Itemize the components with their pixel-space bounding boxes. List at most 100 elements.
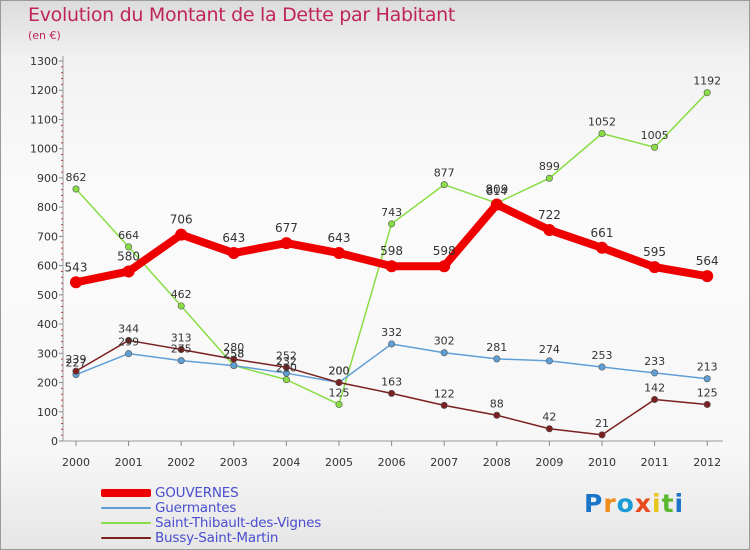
data-label: 899 [539,160,560,173]
x-tick-label: 2001 [115,456,143,469]
x-tick-label: 2006 [378,456,406,469]
data-point [545,357,553,365]
data-label: 643 [222,231,245,245]
legend-swatch [101,537,151,539]
data-point [703,400,711,408]
data-label: 580 [117,249,140,263]
data-point [72,185,80,193]
data-label: 743 [381,206,402,219]
y-tick-label: 0 [51,435,58,448]
data-point [543,223,556,236]
data-label: 299 [118,336,139,349]
data-point [493,355,501,363]
data-point [72,367,80,375]
chart-title: Evolution du Montant de la Dette par Hab… [28,4,456,26]
data-point [227,247,240,260]
data-label: 862 [66,171,87,184]
data-label: 722 [538,208,561,222]
y-tick-label: 1300 [30,55,58,68]
data-point [651,369,659,377]
data-label: 598 [380,244,403,258]
data-label: 280 [223,341,244,354]
data-point [335,400,343,408]
data-point [703,375,711,383]
x-tick-label: 2005 [325,456,353,469]
y-tick-label: 800 [37,201,58,214]
y-tick-label: 1200 [30,84,58,97]
y-tick-label: 1000 [30,143,58,156]
data-label: 232 [276,355,297,368]
data-point [545,174,553,182]
logo-letter: i [652,489,662,518]
data-point [388,340,396,348]
legend-swatch [101,507,151,509]
data-label: 125 [697,386,718,399]
data-label: 88 [490,397,504,410]
y-tick-label: 900 [37,172,58,185]
data-label: 706 [170,213,193,227]
logo-letter: x [634,489,652,518]
data-label: 200 [329,365,350,378]
x-tick-label: 2002 [167,456,195,469]
data-label: 661 [591,226,614,240]
data-label: 200 [329,365,350,378]
data-label: 281 [486,341,507,354]
data-label: 21 [595,417,609,430]
x-tick-label: 2012 [693,456,721,469]
data-point [335,379,343,387]
y-tick-label: 200 [37,377,58,390]
data-label: 313 [171,332,192,345]
data-label: 302 [434,335,455,348]
data-point [388,389,396,397]
data-label: 122 [434,387,455,400]
y-tick-label: 500 [37,289,58,302]
y-tick-label: 400 [37,318,58,331]
data-point [438,260,451,273]
legend-swatch [101,489,151,497]
data-label: 462 [171,288,192,301]
data-label: 210 [276,362,297,375]
x-tick-label: 2008 [483,456,511,469]
data-point [598,363,606,371]
data-point [230,355,238,363]
data-point [122,265,135,278]
data-label: 239 [66,353,87,366]
data-label: 564 [696,254,719,268]
logo-letter: o [616,489,635,518]
data-point [333,247,345,260]
data-label: 809 [485,183,508,197]
data-point [125,350,133,358]
data-label: 595 [643,245,666,259]
data-point [701,270,714,283]
data-point [440,401,448,409]
data-label: 664 [118,229,139,242]
data-label: 274 [539,343,560,356]
y-tick-label: 100 [37,406,58,419]
data-label: 125 [329,386,350,399]
data-point [648,261,661,274]
data-label: 275 [171,343,192,356]
logo-letter: P [584,489,604,518]
data-label: 213 [697,361,718,374]
proxiti-logo: Proxiti [584,489,684,518]
data-point [70,276,82,289]
data-label: 233 [644,355,665,368]
legend-label: Saint-Thibault-des-Vignes [155,515,322,531]
y-tick-label: 600 [37,260,58,273]
legend-label: Guermantes [155,500,237,516]
data-point [282,376,290,384]
data-label: 877 [434,167,455,180]
data-point [493,411,501,419]
logo-letter: t [661,489,675,518]
legend-label: Bussy-Saint-Martin [155,530,279,546]
data-label: 543 [65,260,88,274]
data-label: 814 [486,185,507,198]
x-tick-label: 2000 [62,456,90,469]
data-label: 677 [275,221,298,235]
data-point [598,431,606,439]
data-point [177,302,185,310]
data-point [230,362,238,370]
data-label: 344 [118,322,139,335]
data-point [125,336,133,344]
